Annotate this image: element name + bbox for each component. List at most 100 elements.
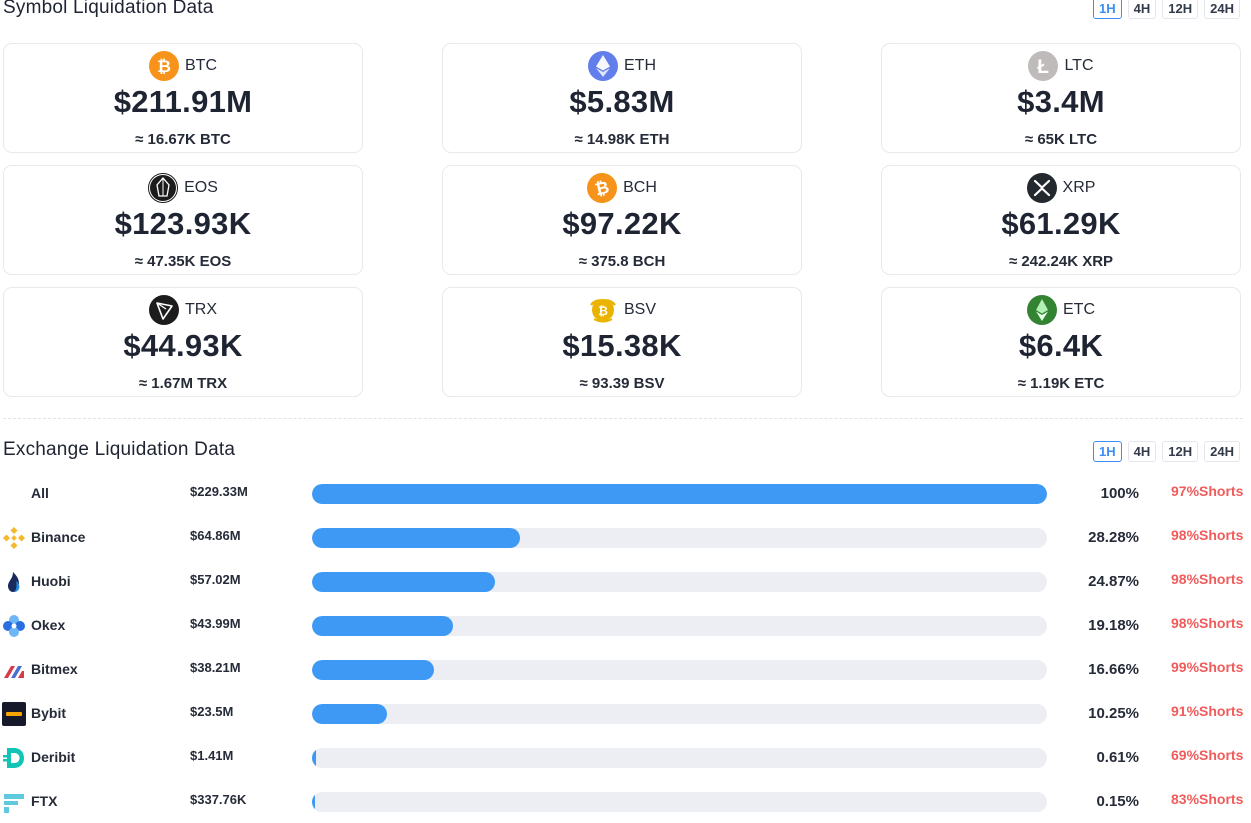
exchange-amount: $337.76K (190, 792, 247, 807)
exchange-percent: 19.18% (1088, 617, 1139, 634)
exchange-amount: $57.02M (190, 572, 241, 587)
binance-icon (2, 526, 26, 550)
symbol-tab-24h[interactable]: 24H (1204, 0, 1240, 19)
liquidation-amount: $211.91M (113, 84, 253, 119)
exchange-name: Bitmex (31, 661, 78, 677)
exchange-amount: $64.86M (190, 528, 241, 543)
exchange-timeframe-selector: 1H 4H 12H 24H (1093, 441, 1240, 462)
exchange-row-okex[interactable]: Okex $43.99M 19.18% 98%Shorts (0, 603, 1251, 647)
exchange-tab-24h[interactable]: 24H (1204, 441, 1240, 462)
share-bar-fill (312, 528, 520, 548)
exchange-percent: 0.15% (1096, 793, 1139, 810)
liquidation-approx: ≈ 93.39 BSV (579, 375, 665, 392)
share-bar (312, 484, 1047, 504)
eos-icon (148, 173, 179, 203)
exchange-percent: 16.66% (1088, 661, 1139, 678)
exchange-percent: 0.61% (1096, 749, 1139, 766)
exchange-row-ftx[interactable]: FTX $337.76K 0.15% 83%Shorts (0, 779, 1251, 823)
exchange-percent: 10.25% (1088, 705, 1139, 722)
liquidation-approx: ≈ 242.24K XRP (1008, 253, 1114, 270)
symbol-tab-12h[interactable]: 12H (1162, 0, 1199, 19)
liquidation-approx: ≈ 14.98K ETH (574, 131, 670, 148)
exchange-section-title: Exchange Liquidation Data (3, 439, 236, 460)
symbol-card-trx[interactable]: TRX $44.93K ≈ 1.67M TRX (3, 287, 363, 397)
exchange-tab-12h[interactable]: 12H (1162, 441, 1199, 462)
exchange-name: Huobi (31, 573, 71, 589)
svg-text:₿: ₿ (598, 304, 608, 318)
exchange-tab-1h[interactable]: 1H (1093, 441, 1122, 462)
exchange-row-bybit[interactable]: Bybit $23.5M 10.25% 91%Shorts (0, 691, 1251, 735)
symbol-timeframe-selector: 1H 4H 12H 24H (1093, 0, 1240, 19)
ltc-icon: Ł (1028, 51, 1059, 81)
symbol-name: LTC (1064, 57, 1094, 74)
share-bar (312, 704, 1047, 724)
deribit-icon (3, 748, 24, 768)
symbol-card-btc[interactable]: ₿ BTC $211.91M ≈ 16.67K BTC (3, 43, 363, 153)
symbol-name: ETC (1063, 301, 1095, 318)
exchange-shorts: 98%Shorts (1171, 527, 1244, 543)
liquidation-amount: $6.4K (1018, 328, 1104, 363)
exchange-name: FTX (31, 793, 58, 809)
xrp-icon (1026, 173, 1057, 203)
exchange-amount: $38.21M (190, 660, 241, 675)
share-bar-fill (312, 484, 1047, 504)
ftx-icon (4, 794, 24, 813)
liquidation-amount: $3.4M (1017, 84, 1105, 119)
symbol-card-bch[interactable]: ₿ BCH $97.22K ≈ 375.8 BCH (442, 165, 802, 275)
exchange-shorts: 98%Shorts (1171, 615, 1244, 631)
svg-text:Ł: Ł (1038, 57, 1050, 78)
okex-icon (3, 615, 25, 637)
symbol-tab-1h[interactable]: 1H (1093, 0, 1122, 19)
share-bar (312, 660, 1047, 680)
symbol-name: EOS (184, 179, 218, 196)
exchange-shorts: 98%Shorts (1171, 571, 1244, 587)
exchange-name: Okex (31, 617, 66, 633)
exchange-row-huobi[interactable]: Huobi $57.02M 24.87% 98%Shorts (0, 559, 1251, 603)
liquidation-approx: ≈ 65K LTC (1024, 131, 1098, 148)
liquidation-amount: $5.83M (569, 84, 675, 119)
exchange-percent: 28.28% (1088, 529, 1139, 546)
symbol-card-eth[interactable]: ETH $5.83M ≈ 14.98K ETH (442, 43, 802, 153)
share-bar (312, 748, 1047, 768)
liquidation-amount: $123.93K (114, 206, 252, 241)
share-bar-fill (312, 572, 495, 592)
liquidation-amount: $15.38K (562, 328, 682, 363)
exchange-amount: $1.41M (190, 748, 234, 763)
section-divider (3, 418, 1243, 419)
svg-text:₿: ₿ (157, 57, 171, 76)
exchange-row-bitmex[interactable]: Bitmex $38.21M 16.66% 99%Shorts (0, 647, 1251, 691)
bitmex-icon (4, 666, 24, 678)
share-bar (312, 528, 1047, 548)
exchange-row-deribit[interactable]: Deribit $1.41M 0.61% 69%Shorts (0, 735, 1251, 779)
exchange-row-binance[interactable]: Binance $64.86M 28.28% 98%Shorts (0, 515, 1251, 559)
symbol-name: TRX (185, 301, 217, 318)
symbol-card-bsv[interactable]: ₿ BSV $15.38K ≈ 93.39 BSV (442, 287, 802, 397)
symbol-card-ltc[interactable]: Ł LTC $3.4M ≈ 65K LTC (881, 43, 1241, 153)
exchange-shorts: 99%Shorts (1171, 659, 1244, 675)
share-bar (312, 616, 1047, 636)
trx-icon (149, 295, 179, 325)
liquidation-approx: ≈ 1.19K ETC (1017, 375, 1105, 392)
symbol-name: XRP (1062, 179, 1096, 196)
symbol-tab-4h[interactable]: 4H (1127, 0, 1157, 19)
share-bar-fill (312, 748, 317, 768)
symbol-name: ETH (624, 57, 656, 74)
exchange-tab-4h[interactable]: 4H (1127, 441, 1157, 462)
symbol-section-title: Symbol Liquidation Data (3, 0, 214, 18)
share-bar (312, 572, 1047, 592)
liquidation-approx: ≈ 16.67K BTC (135, 131, 231, 148)
symbol-name: BSV (623, 301, 656, 318)
share-bar-fill (312, 660, 435, 680)
share-bar-fill (312, 616, 453, 636)
bch-icon: ₿ (587, 173, 618, 203)
etc-icon (1027, 295, 1057, 325)
liquidation-approx: ≈ 47.35K EOS (134, 253, 232, 270)
symbol-card-etc[interactable]: ETC $6.4K ≈ 1.19K ETC (881, 287, 1241, 397)
bsv-icon: ₿ (590, 299, 616, 323)
exchange-shorts: 83%Shorts (1171, 791, 1244, 807)
symbol-name: BTC (185, 57, 217, 74)
share-bar-fill (312, 704, 388, 724)
exchange-row-all[interactable]: All $229.33M 100% 97%Shorts (0, 471, 1251, 515)
symbol-card-eos[interactable]: EOS $123.93K ≈ 47.35K EOS (3, 165, 363, 275)
symbol-card-xrp[interactable]: XRP $61.29K ≈ 242.24K XRP (881, 165, 1241, 275)
